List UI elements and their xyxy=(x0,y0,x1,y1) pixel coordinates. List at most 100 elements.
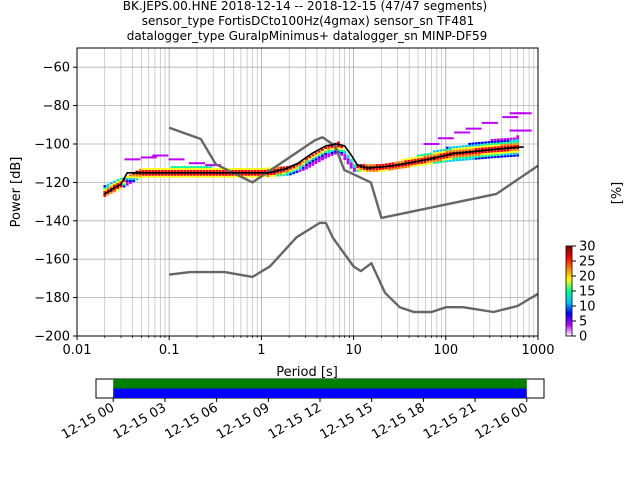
density-cell xyxy=(212,175,216,178)
density-cell xyxy=(500,151,504,154)
density-cell xyxy=(250,173,254,176)
density-cell xyxy=(231,167,235,170)
density-cell xyxy=(429,158,433,161)
density-cell xyxy=(221,173,225,176)
density-cell xyxy=(423,153,427,156)
density-cell xyxy=(410,157,414,160)
density-cell xyxy=(442,156,446,159)
coverage-bar xyxy=(113,388,527,398)
density-cell xyxy=(346,160,350,163)
outlier-point xyxy=(124,158,141,161)
density-cell xyxy=(340,149,344,152)
density-cell xyxy=(298,166,302,169)
outlier-point xyxy=(140,156,157,159)
density-cell xyxy=(493,150,497,153)
density-cell xyxy=(362,164,366,167)
density-cell xyxy=(135,170,139,173)
density-cell xyxy=(461,156,465,159)
density-cell xyxy=(452,153,456,156)
density-cell xyxy=(314,156,318,159)
density-cell xyxy=(285,171,289,174)
density-cell xyxy=(327,149,331,152)
density-cell xyxy=(263,175,267,178)
density-cell xyxy=(429,160,433,163)
nlnm-line xyxy=(169,221,538,314)
density-cell xyxy=(381,169,385,172)
density-cell xyxy=(253,167,257,170)
density-cell xyxy=(273,174,276,177)
density-cell xyxy=(436,159,440,162)
density-cell xyxy=(103,185,107,188)
density-cell xyxy=(481,155,484,158)
density-cell xyxy=(426,153,430,156)
density-cell xyxy=(394,161,398,164)
density-cell xyxy=(477,151,481,154)
density-cell xyxy=(321,156,324,159)
colorbar-tick-label: 30 xyxy=(579,240,596,255)
density-cell xyxy=(404,164,408,167)
density-cell xyxy=(471,152,475,155)
title-line-2: sensor_type FortisDCto100Hz(4gmax) senso… xyxy=(142,14,474,28)
density-cell xyxy=(365,169,369,172)
density-cell xyxy=(157,167,161,170)
density-cell xyxy=(276,166,280,169)
density-cell xyxy=(113,184,116,187)
density-cell xyxy=(157,169,161,172)
density-cell xyxy=(135,174,139,177)
density-cell xyxy=(484,145,488,148)
density-cell xyxy=(407,163,411,166)
density-cell xyxy=(493,144,497,147)
density-cell xyxy=(321,150,324,153)
density-cell xyxy=(429,156,433,159)
outlier-point xyxy=(454,131,471,134)
density-cell xyxy=(292,166,296,169)
density-cell xyxy=(353,164,356,167)
density-cell xyxy=(506,139,510,142)
series-lines xyxy=(104,126,538,314)
density-cell xyxy=(372,167,376,170)
density-cell xyxy=(173,166,177,169)
density-cell xyxy=(378,169,382,172)
density-cell xyxy=(404,160,408,163)
density-cell xyxy=(279,166,283,169)
density-cell xyxy=(196,166,200,169)
density-cell xyxy=(177,167,180,170)
density-cell xyxy=(324,154,328,157)
density-cell xyxy=(417,154,420,157)
density-cell xyxy=(113,182,116,185)
density-cell xyxy=(135,176,139,179)
outlier-point xyxy=(423,143,440,145)
density-cell xyxy=(490,146,494,149)
density-cell xyxy=(433,158,436,161)
density-cell xyxy=(503,140,507,143)
density-cell xyxy=(436,151,440,154)
density-cell xyxy=(279,172,283,175)
density-cell xyxy=(103,191,107,193)
density-cell xyxy=(298,164,302,167)
density-cell xyxy=(449,146,452,149)
density-cell xyxy=(343,157,347,160)
density-cell xyxy=(484,156,488,159)
outlier-point xyxy=(515,112,532,115)
density-cell xyxy=(285,168,289,171)
density-cell xyxy=(324,152,328,155)
density-cell xyxy=(173,175,177,178)
density-cell xyxy=(257,169,260,172)
density-cell xyxy=(468,144,472,147)
density-cell xyxy=(177,175,180,178)
density-cell xyxy=(103,187,107,190)
density-cell xyxy=(250,175,254,178)
density-cell xyxy=(234,167,238,170)
x-axis-label: Period [s] xyxy=(276,365,338,380)
density-cell xyxy=(282,170,286,173)
density-cell xyxy=(199,169,203,172)
density-cell xyxy=(193,173,196,176)
density-cell xyxy=(439,153,443,156)
density-cell xyxy=(356,166,360,169)
outlier-points xyxy=(124,112,532,167)
density-cell xyxy=(119,179,123,182)
density-cell xyxy=(490,142,494,145)
density-cell xyxy=(477,153,481,156)
density-cell xyxy=(305,165,308,168)
